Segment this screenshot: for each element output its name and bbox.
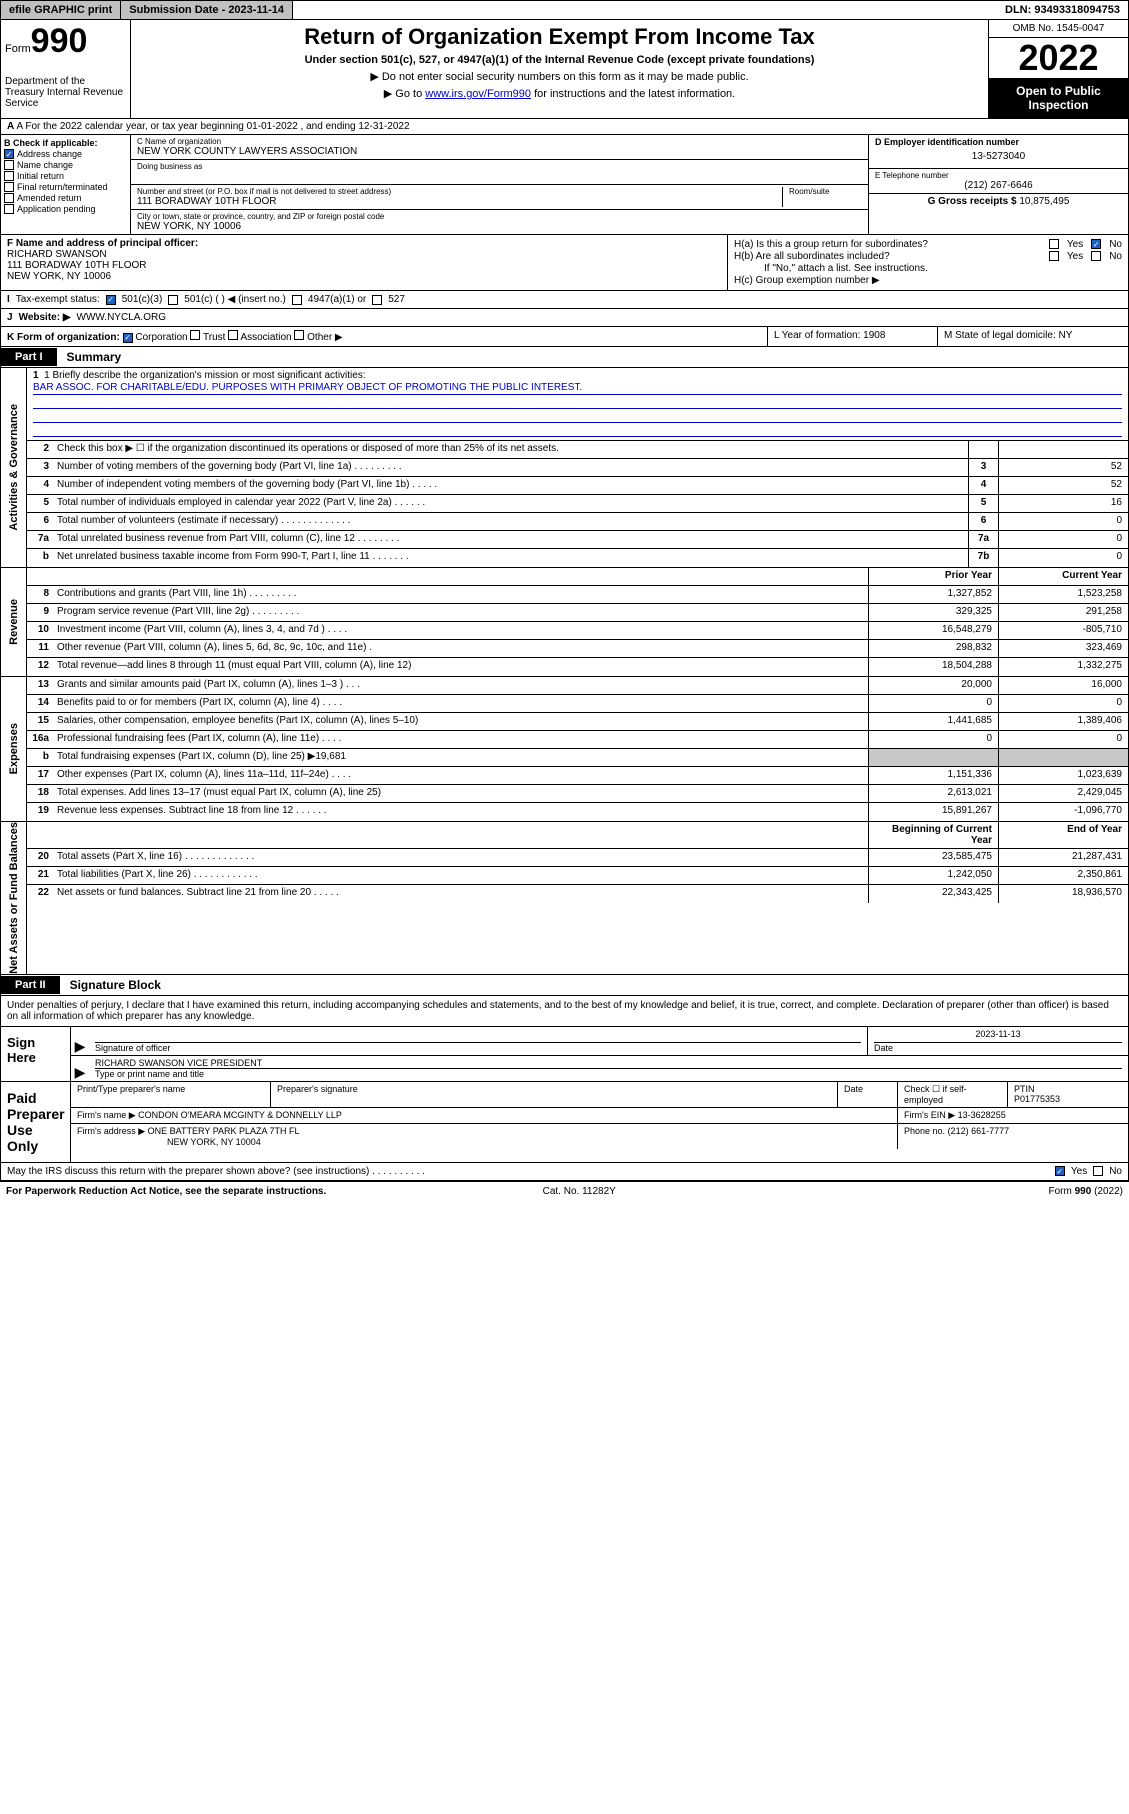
sign-date: 2023-11-13 [874, 1029, 1122, 1043]
discuss-row: May the IRS discuss this return with the… [0, 1163, 1129, 1181]
part1-header: Part I Summary [0, 347, 1129, 368]
omb-no: OMB No. 1545-0047 [989, 20, 1128, 38]
ptin: P01775353 [1014, 1094, 1122, 1104]
chk-trust[interactable] [190, 330, 200, 340]
row-a-period: A A For the 2022 calendar year, or tax y… [0, 119, 1129, 135]
org-name: NEW YORK COUNTY LAWYERS ASSOCIATION [137, 146, 862, 157]
ha-no[interactable]: ✓ [1091, 239, 1101, 249]
form-prefix: Form [5, 43, 31, 55]
chk-address-change[interactable]: ✓ [4, 149, 14, 159]
form-subtitle: Under section 501(c), 527, or 4947(a)(1)… [139, 54, 980, 66]
firm-ein: 13-3628255 [958, 1110, 1006, 1120]
chk-initial-return[interactable] [4, 171, 14, 181]
chk-corp[interactable]: ✓ [123, 333, 133, 343]
paid-preparer-block: Paid Preparer Use Only Print/Type prepar… [0, 1082, 1129, 1163]
discuss-yes[interactable]: ✓ [1055, 1166, 1065, 1176]
part2-header: Part II Signature Block [0, 975, 1129, 996]
chk-501c[interactable] [168, 295, 178, 305]
chk-assoc[interactable] [228, 330, 238, 340]
hb-no[interactable] [1091, 251, 1101, 261]
row-i-status: I Tax-exempt status: ✓501(c)(3) 501(c) (… [0, 291, 1129, 309]
topbar: efile GRAPHIC print Submission Date - 20… [0, 0, 1129, 20]
officer-name: RICHARD SWANSON [7, 249, 721, 260]
row-j-website: J Website: ▶ WWW.NYCLA.ORG [0, 309, 1129, 327]
efile-btn[interactable]: efile GRAPHIC print [1, 1, 121, 19]
col-b-checkboxes: B Check if applicable: ✓Address change N… [1, 135, 131, 234]
section-governance: Activities & Governance 1 1 Briefly desc… [0, 368, 1129, 568]
ha-yes[interactable] [1049, 239, 1059, 249]
chk-name-change[interactable] [4, 160, 14, 170]
open-inspection: Open to Public Inspection [989, 78, 1128, 118]
mission-text: BAR ASSOC. FOR CHARITABLE/EDU. PURPOSES … [33, 382, 1122, 395]
chk-other[interactable] [294, 330, 304, 340]
chk-app-pending[interactable] [4, 204, 14, 214]
sign-here-block: Sign Here ▶ Signature of officer 2023-11… [0, 1027, 1129, 1082]
form-header: Form990 Department of the Treasury Inter… [0, 20, 1129, 119]
discuss-no[interactable] [1093, 1166, 1103, 1176]
chk-501c3[interactable]: ✓ [106, 295, 116, 305]
ein: 13-5273040 [875, 147, 1122, 166]
chk-527[interactable] [372, 295, 382, 305]
phone: (212) 267-6646 [875, 180, 1122, 191]
chk-4947[interactable] [292, 295, 302, 305]
gross-receipts: 10,875,495 [1019, 196, 1069, 207]
chk-final-return[interactable] [4, 182, 14, 192]
officer-sig-name: RICHARD SWANSON VICE PRESIDENT [95, 1058, 1122, 1069]
section-revenue: Revenue Prior Year Current Year 8Contrib… [0, 568, 1129, 677]
chk-amended[interactable] [4, 193, 14, 203]
page-footer: For Paperwork Reduction Act Notice, see … [0, 1181, 1129, 1201]
irs-link[interactable]: www.irs.gov/Form990 [425, 88, 531, 100]
dept-treasury: Department of the Treasury Internal Reve… [5, 76, 126, 109]
form-number: 990 [31, 22, 88, 60]
section-fh: F Name and address of principal officer:… [0, 235, 1129, 291]
website-url: WWW.NYCLA.ORG [77, 312, 166, 323]
form-title: Return of Organization Exempt From Incom… [139, 24, 980, 50]
hb-yes[interactable] [1049, 251, 1059, 261]
note-goto: ▶ Go to www.irs.gov/Form990 for instruct… [139, 87, 980, 100]
note-ssn: ▶ Do not enter social security numbers o… [139, 70, 980, 83]
org-street: 111 BORADWAY 10TH FLOOR [137, 196, 782, 207]
tax-year: 2022 [989, 38, 1128, 78]
state-domicile: M State of legal domicile: NY [938, 327, 1128, 346]
section-netassets: Net Assets or Fund Balances Beginning of… [0, 822, 1129, 975]
submission-date: Submission Date - 2023-11-14 [121, 1, 293, 19]
org-city: NEW YORK, NY 10006 [137, 221, 862, 232]
section-bcde: B Check if applicable: ✓Address change N… [0, 135, 1129, 235]
firm-name: CONDON O'MEARA MCGINTY & DONNELLY LLP [138, 1110, 342, 1120]
row-klm: K Form of organization: ✓ Corporation Tr… [0, 327, 1129, 347]
sig-intro: Under penalties of perjury, I declare th… [0, 996, 1129, 1027]
year-formation: L Year of formation: 1908 [768, 327, 938, 346]
dln: DLN: 93493318094753 [997, 1, 1128, 19]
section-expenses: Expenses 13Grants and similar amounts pa… [0, 677, 1129, 822]
firm-phone: (212) 661-7777 [948, 1126, 1010, 1136]
